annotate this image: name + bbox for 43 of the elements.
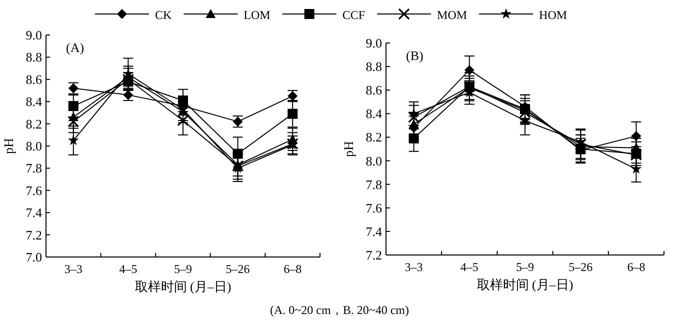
- x-tick-label: 5–9: [174, 262, 192, 276]
- y-tick-label: 8.4: [26, 94, 42, 110]
- x-tick-label: 4–5: [119, 262, 138, 276]
- y-tick-label: 8.8: [366, 59, 382, 74]
- x-tick-label: 5–9: [516, 260, 534, 274]
- y-axis-title: pH: [1, 138, 16, 154]
- x-tick-label: 3–3: [404, 260, 423, 274]
- text: (A. 0~20 cm，B. 20~40 cm): [270, 303, 409, 317]
- y-tick-label: 7.2: [26, 227, 42, 242]
- y-tick-label: 8.8: [26, 50, 42, 65]
- y-tick-label: 7.8: [366, 176, 382, 192]
- y-tick-label: 7.6: [26, 182, 42, 198]
- x-axis-title: 取样时间 (月–日): [134, 279, 232, 294]
- y-tick-label: 8.0: [366, 153, 382, 168]
- legend-label: MOM: [437, 8, 468, 22]
- y-tick-label: 7.4: [26, 205, 42, 220]
- y-tick-label: 7.2: [366, 248, 382, 262]
- x-tick-label: 3–3: [64, 262, 82, 276]
- legend-label: CCF: [342, 8, 366, 22]
- y-tick-label: 9.0: [26, 28, 42, 42]
- y-tick-label: 8.6: [26, 72, 42, 87]
- y-tick-label: 7.8: [26, 160, 42, 176]
- y-tick-label: 7.6: [366, 200, 382, 216]
- x-tick-label: 4–5: [460, 260, 478, 274]
- annotation: (B): [406, 48, 424, 63]
- y-tick-label: 9.0: [366, 36, 382, 50]
- x-tick-label: 6–8: [627, 260, 646, 274]
- x-tick-label: 5–26: [226, 262, 250, 276]
- x-tick-label: 6–8: [284, 262, 302, 276]
- legend-label: CK: [155, 8, 172, 22]
- y-tick-label: 7.4: [366, 224, 382, 239]
- y-tick-label: 7.0: [26, 250, 42, 264]
- y-tick-label: 8.6: [366, 82, 382, 98]
- y-axis-title: pH: [341, 141, 356, 157]
- legend-label: LOM: [244, 8, 271, 22]
- y-tick-label: 8.2: [366, 130, 382, 145]
- y-tick-label: 8.4: [366, 106, 382, 122]
- legend-label: HOM: [539, 8, 568, 22]
- annotation: (A): [66, 40, 84, 55]
- y-tick-label: 8.0: [26, 138, 42, 154]
- x-tick-label: 5–26: [568, 260, 593, 274]
- x-axis-title: 取样时间 (月–日): [476, 277, 574, 292]
- y-tick-label: 8.2: [26, 116, 42, 132]
